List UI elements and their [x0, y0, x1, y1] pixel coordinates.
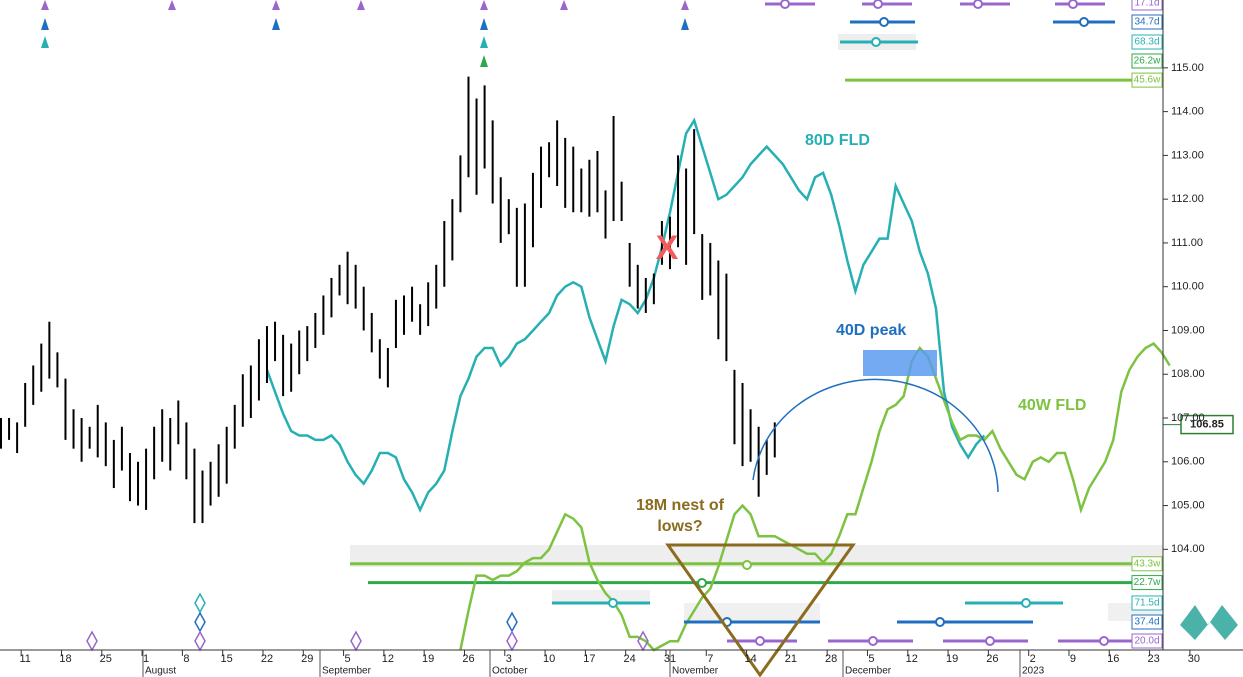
cycle-tag: [1131, 633, 1163, 649]
logo: [1180, 605, 1238, 640]
x-tick-label: 15: [221, 653, 233, 665]
y-tick-label: 112.00: [1171, 193, 1204, 205]
x-tick-label: 22: [261, 653, 273, 665]
month-label: December: [845, 666, 892, 677]
x-tick-label: 19: [946, 653, 958, 665]
fld-line: [265, 117, 986, 513]
x-tick-label: 23: [1147, 653, 1159, 665]
month-label: September: [322, 666, 372, 677]
level-tag-label: 45.6w: [1134, 75, 1161, 86]
y-tick-label: 104.00: [1171, 543, 1205, 555]
month-label: November: [672, 666, 719, 677]
x-tick-label: 5: [868, 653, 874, 665]
x-tick-label: 14: [744, 653, 756, 665]
cycle-tag: [1131, 53, 1163, 69]
x-tick-label: 26: [462, 653, 474, 665]
x-tick-label: 16: [1107, 653, 1119, 665]
cycle-tag-label: 26.2w: [1134, 56, 1161, 67]
x-tick-label: 21: [785, 653, 797, 665]
level-tag: [1131, 72, 1163, 88]
y-tick-label: 109.00: [1171, 324, 1205, 336]
annotation: 40D peak: [836, 322, 906, 339]
cycle-tag-label: 37.4d: [1134, 617, 1159, 628]
x-tick-label: 10: [543, 653, 555, 665]
x-tick-label: 18: [59, 653, 71, 665]
x-tick-label: 7: [707, 653, 713, 665]
x-tick-label: 12: [906, 653, 918, 665]
peak-arc: [752, 378, 999, 493]
month-label: August: [145, 666, 176, 677]
cycle-tag-label: 68.3d: [1134, 37, 1159, 48]
y-tick-label: 106.00: [1171, 456, 1205, 468]
cycle-markers: [552, 0, 1140, 646]
x-tick-label: 30: [1188, 653, 1200, 665]
last-price-label: 106.85: [1190, 418, 1224, 430]
x-tick-label: 24: [624, 653, 636, 665]
cycle-tag: [1131, 14, 1163, 30]
month-label: October: [492, 666, 528, 677]
y-tick-label: 114.00: [1171, 106, 1204, 118]
y-tick-label: 111.00: [1171, 237, 1203, 249]
month-label: 2023: [1022, 666, 1045, 677]
signal-triangles: [41, 0, 689, 67]
x-tick-label: 2: [1030, 653, 1036, 665]
y-tick-label: 115.00: [1171, 62, 1204, 74]
cycle-tag: [1131, 614, 1163, 630]
y-tick-label: 113.00: [1171, 149, 1204, 161]
annotation: lows?: [657, 518, 702, 535]
y-tick-label: 108.00: [1171, 368, 1205, 380]
x-tick-label: 8: [183, 653, 189, 665]
y-tick-label: 110.00: [1171, 281, 1204, 293]
level-tag-label: 22.7w: [1134, 577, 1161, 588]
cycle-band: [552, 590, 650, 604]
x-tick-label: 9: [1070, 653, 1076, 665]
x-tick-label: 3: [506, 653, 512, 665]
level-tag: [1131, 556, 1163, 572]
x-tick-label: 29: [301, 653, 313, 665]
x-tick-label: 26: [986, 653, 998, 665]
cycle-tag-label: 34.7d: [1134, 17, 1159, 28]
x-tick-label: 17: [583, 653, 595, 665]
y-tick-label: 107.00: [1171, 412, 1205, 424]
series-label: 40W FLD: [1018, 397, 1086, 414]
x-tick-label: 11: [19, 653, 30, 665]
x-tick-label: 28: [825, 653, 837, 665]
marks: [0, 76, 1171, 652]
cycle-tag: [1131, 595, 1163, 611]
level-tag: [1131, 575, 1163, 591]
x-tick-label: 19: [422, 653, 434, 665]
overlay: 45.6w 43.3w 22.7w 17.1d 34.7d 68.3d 26.2w 71.5d…: [1131, 0, 1234, 649]
x-tick-label: 12: [382, 653, 394, 665]
peak-zone: [863, 350, 937, 376]
series-label: 80D FLD: [805, 132, 870, 149]
nest-triangle: [665, 543, 856, 677]
level-band: [350, 545, 1163, 567]
cycle-tag-label: 71.5d: [1134, 598, 1159, 609]
x-tick-label: 5: [345, 653, 351, 665]
y-tick-label: 105.00: [1171, 499, 1205, 511]
cycle-tag-label: 17.1d: [1134, 0, 1159, 9]
cycle-tag-label: 20.0d: [1134, 636, 1159, 647]
annotation: 18M nest of: [636, 497, 725, 514]
annotation: X: [656, 229, 679, 267]
x-tick-label: 1: [143, 653, 149, 665]
fld-line: [459, 342, 1171, 652]
level-tag-label: 43.3w: [1134, 558, 1161, 569]
x-tick-label: 25: [100, 653, 112, 665]
cycle-tag: [1131, 0, 1163, 11]
cycle-tag: [1131, 34, 1163, 50]
